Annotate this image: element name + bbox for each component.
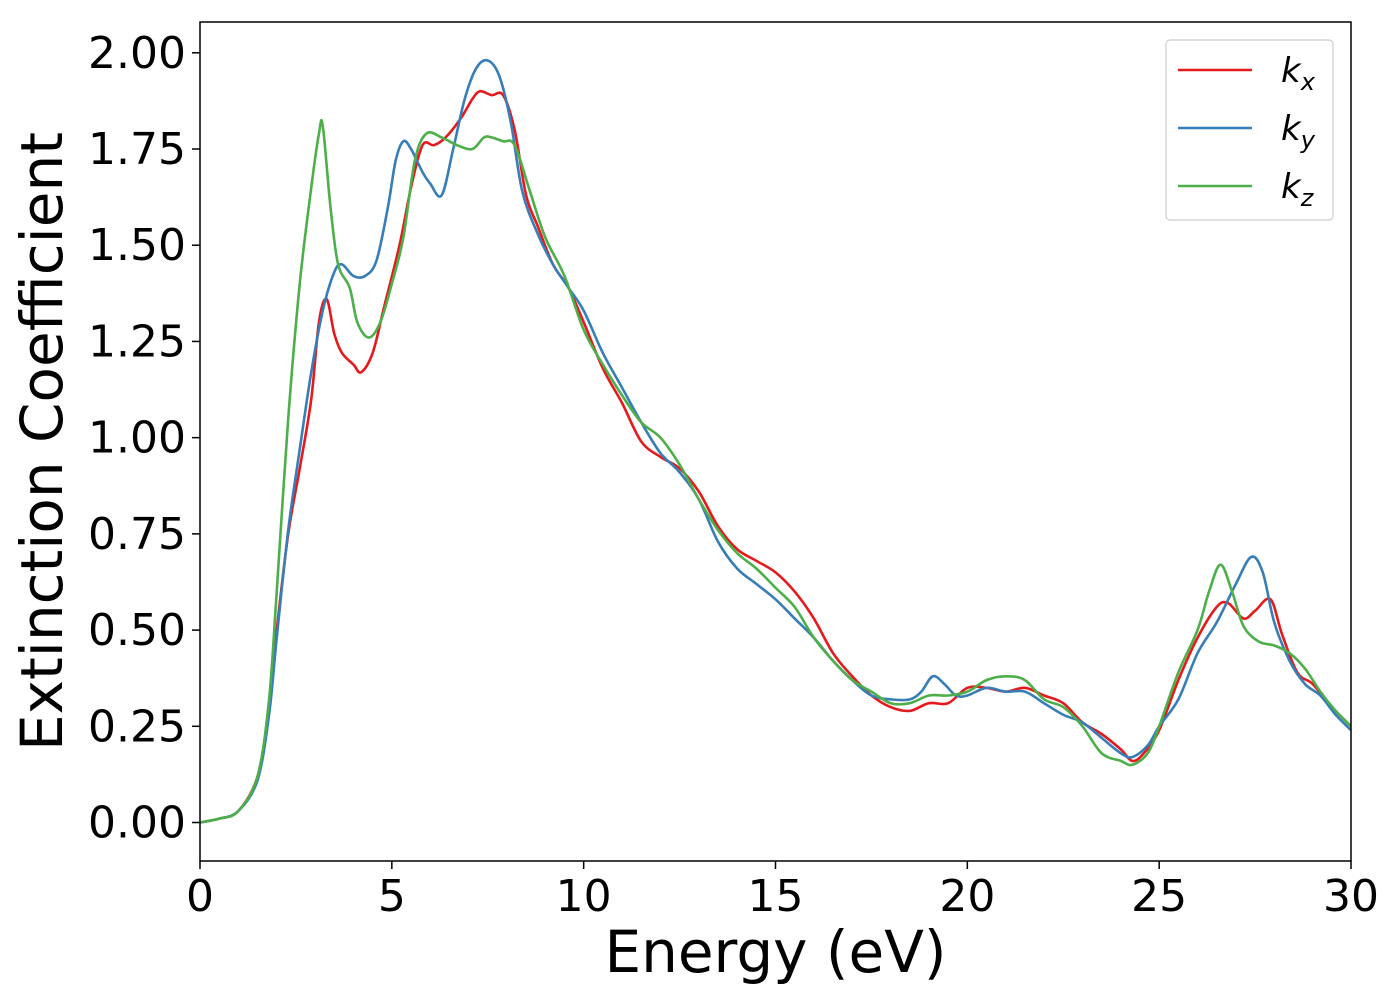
x-tick-label: 0 — [186, 871, 214, 922]
x-tick-label: 25 — [1131, 871, 1187, 922]
x-tick-label: 5 — [378, 871, 406, 922]
y-tick-label: 1.50 — [88, 220, 186, 271]
y-tick-label: 1.00 — [88, 413, 186, 464]
legend-box — [1165, 39, 1334, 221]
plot-lines — [200, 58, 1351, 824]
x-axis: 0 5 10 15 20 25 30 — [186, 861, 1379, 922]
y-tick-label: 0.25 — [88, 701, 186, 752]
legend-label: kx — [1281, 51, 1316, 96]
y-tick-label: 2.00 — [88, 28, 186, 79]
y-tick-label: 0.75 — [88, 509, 186, 560]
x-tick-label: 10 — [556, 871, 612, 922]
legend-label: kz — [1281, 167, 1315, 212]
y-tick-label: 0.00 — [88, 798, 186, 849]
x-axis-title: Energy (eV) — [604, 918, 946, 986]
legend-label: ky — [1281, 109, 1316, 154]
y-tick-label: 1.25 — [88, 316, 186, 367]
y-tick-label: 1.75 — [88, 124, 186, 175]
x-tick-label: 20 — [939, 871, 995, 922]
x-tick-label: 15 — [748, 871, 804, 922]
series-line-kz — [200, 118, 1351, 824]
series-line-kx — [200, 89, 1351, 824]
y-tick-label: 0.50 — [88, 605, 186, 656]
legend: kx ky kz — [1165, 39, 1334, 221]
y-axis: 0.00 0.25 0.50 0.75 1.00 1.25 1.50 1.75 2.00 — [88, 28, 200, 849]
x-tick-label: 30 — [1323, 871, 1379, 922]
y-axis-title: Extinction Coefficient — [8, 132, 76, 751]
